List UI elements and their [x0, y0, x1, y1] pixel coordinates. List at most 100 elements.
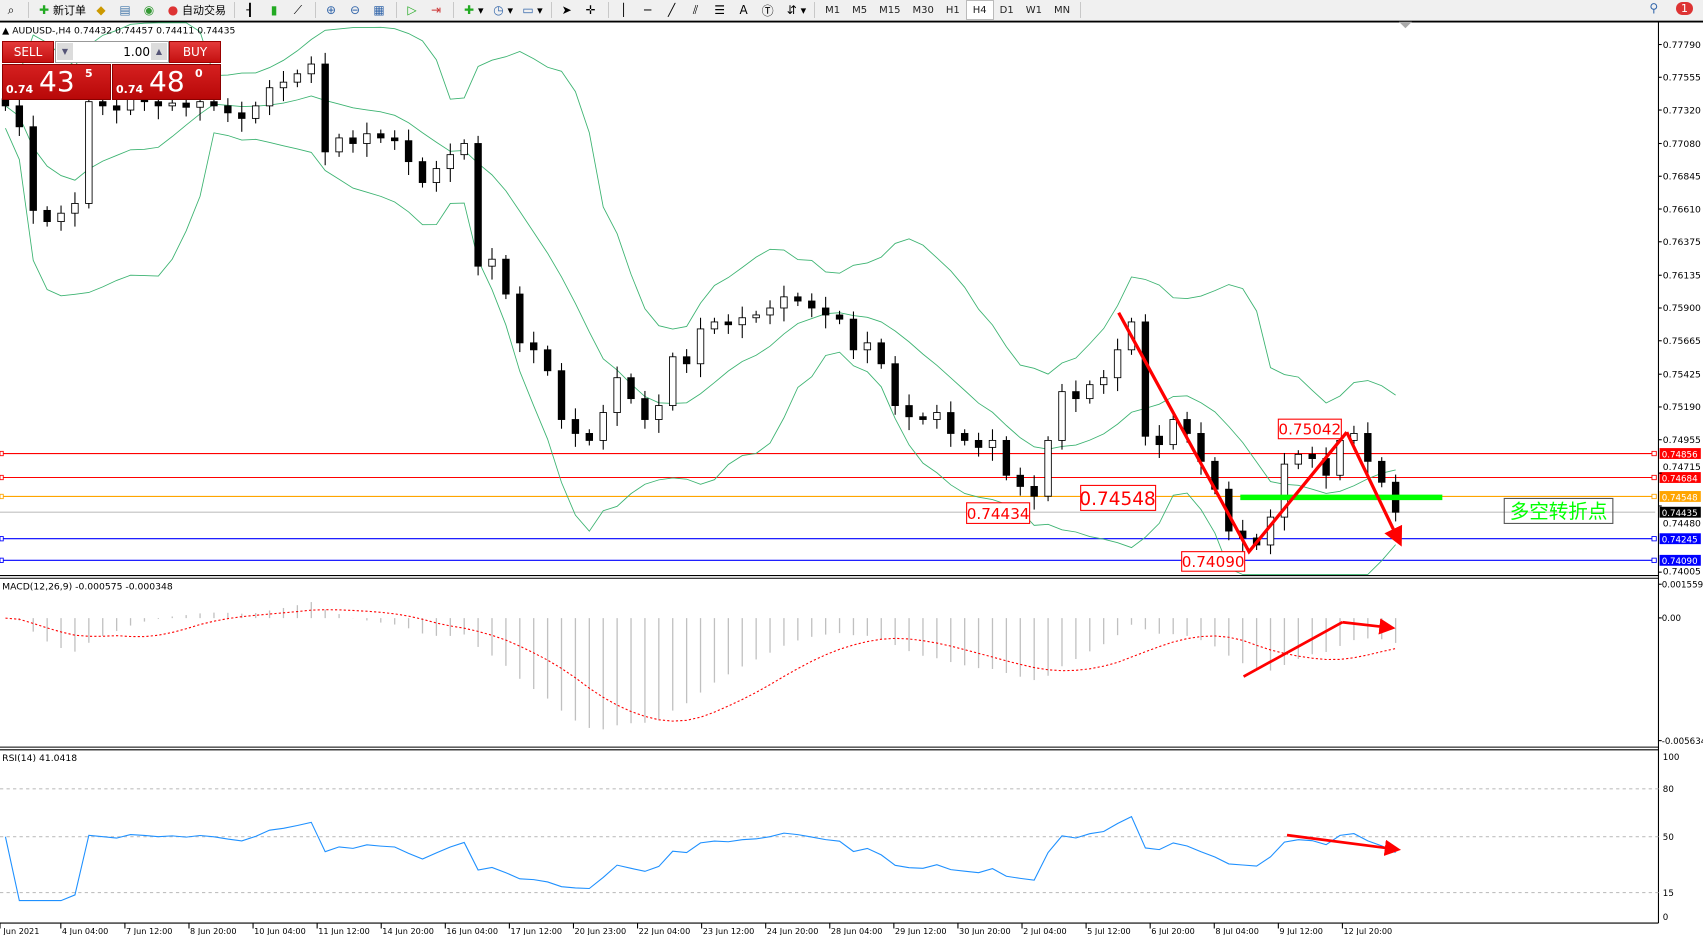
low-label-2[interactable]: 0.74090 [1182, 553, 1245, 571]
buy-button[interactable]: BUY [169, 41, 221, 63]
candlestick-button[interactable]: ▮ [270, 3, 278, 17]
one-click-trading-panel: SELL ▼ 1.00 ▲ BUY 0.74 43 5 0.74 48 0 [2, 41, 221, 100]
terminal-button[interactable]: ▤ [119, 3, 131, 17]
candle [404, 129, 413, 176]
bull-candle-body [655, 405, 663, 420]
level-price-label: 0.74548 [1662, 493, 1698, 503]
high-label[interactable]: 0.75042 [1278, 420, 1341, 438]
text-tool[interactable]: A [739, 3, 748, 17]
lot-size-input[interactable]: ▼ 1.00 ▲ [55, 41, 169, 63]
candle [279, 71, 288, 102]
level-handle [0, 450, 4, 457]
candle [1169, 415, 1177, 450]
zigzag-arrow[interactable] [1117, 311, 1349, 555]
timeframe-m15[interactable]: M15 [879, 4, 901, 16]
bear-candle-body [1155, 435, 1163, 446]
candle [85, 97, 93, 209]
rsi-divergence-arrow[interactable] [1286, 833, 1402, 856]
fibonacci-tool[interactable]: ☰ [714, 3, 725, 17]
level-price-tag [1659, 506, 1701, 518]
sell-price-pip: 5 [85, 67, 93, 80]
low-label-1-box [966, 502, 1031, 524]
rsi-line [4, 815, 1396, 902]
level-price-tag [1659, 472, 1701, 483]
metaeditor-button[interactable]: ◆ [96, 3, 106, 17]
turning-point-text[interactable]: 多空转折点 [1510, 500, 1608, 523]
rsi-axis-label: 50 [1663, 833, 1674, 843]
equidistant-channel-tool[interactable]: ⫽ [692, 2, 699, 17]
timeframe-mn[interactable]: MN [1053, 4, 1071, 16]
bollinger-middle-band [5, 95, 1396, 494]
bull-candle-body [1058, 391, 1066, 441]
macd-up-arrow[interactable] [1242, 621, 1344, 678]
zoom-out-button[interactable]: ⊖ [349, 3, 361, 17]
bear-candle-body [349, 137, 357, 144]
candle [905, 394, 913, 431]
down-arrow[interactable] [1345, 431, 1403, 547]
indicators-button[interactable]: ✚ ▾ [463, 3, 484, 17]
bear-candle-body [390, 137, 399, 142]
chart-shift-button[interactable]: ⇥ [430, 3, 442, 17]
auto-scroll-button[interactable]: ▷ [407, 3, 417, 17]
line-chart-button[interactable]: ⟋ [293, 2, 303, 17]
lot-value[interactable]: 1.00 [123, 45, 150, 59]
new-order-button[interactable]: ✚ 新订单 [33, 1, 90, 19]
candle [1016, 467, 1024, 496]
candle [571, 408, 580, 447]
sell-price[interactable]: 0.74 43 5 [2, 64, 111, 100]
low-label-1[interactable]: 0.74434 [967, 505, 1030, 523]
candles [1, 52, 1400, 555]
bull-candle-body [766, 307, 774, 316]
timeframe-h1[interactable]: H1 [945, 4, 960, 16]
periods-button[interactable]: ◷ ▾ [493, 3, 514, 17]
cursor-tool[interactable]: ➤ [561, 3, 572, 17]
pivot-label-box [1080, 484, 1157, 511]
candle [1378, 457, 1386, 488]
candle [349, 130, 357, 153]
timeframe-m5[interactable]: M5 [852, 4, 868, 16]
bear-candle-body [891, 363, 899, 407]
bear-candle-body [238, 112, 246, 119]
bear-candle-body [15, 105, 24, 128]
candle [960, 429, 969, 446]
candle [543, 345, 552, 376]
signals-button[interactable]: ◉ [143, 3, 155, 17]
vertical-line-tool[interactable]: │ [619, 3, 628, 17]
lot-decrease-button[interactable]: ▼ [57, 43, 73, 60]
tile-windows-button[interactable]: ▦ [373, 3, 385, 17]
arrows-tool[interactable]: ⇵ ▾ [786, 3, 807, 17]
trendline-tool[interactable]: ╱ [667, 3, 676, 17]
candle [251, 101, 260, 124]
text-label-tool[interactable]: Ⓣ [761, 3, 774, 18]
lot-increase-button[interactable]: ▲ [151, 43, 167, 60]
candle [1294, 450, 1303, 470]
pivot-label[interactable]: 0.74548 [1079, 489, 1155, 510]
timeframe-d1[interactable]: D1 [999, 4, 1014, 16]
zoom-in-button[interactable]: ⊕ [325, 3, 337, 17]
search-icon[interactable]: ⚲ [1649, 1, 1659, 15]
candle [988, 429, 997, 461]
bar-chart-button[interactable]: ┨ [246, 3, 254, 17]
macd-flat-arrow[interactable] [1342, 618, 1396, 635]
timeframe-w1[interactable]: W1 [1025, 4, 1042, 16]
chart-shift-marker[interactable] [1398, 21, 1412, 29]
horizontal-line-tool[interactable]: ─ [643, 3, 652, 17]
crosshair-tool[interactable]: ✛ [585, 3, 596, 17]
time-tick-label: 30 Jun 20:00 [959, 926, 1011, 935]
templates-button[interactable]: ▭ ▾ [522, 3, 543, 17]
sell-button[interactable]: SELL [2, 41, 54, 63]
zoom-icon[interactable]: ⌕ [7, 2, 15, 17]
timeframe-m30[interactable]: M30 [912, 4, 934, 16]
candle [335, 133, 343, 157]
bull-candle-body [1169, 419, 1177, 446]
notification-icon[interactable]: 1 [1676, 2, 1693, 15]
buy-price[interactable]: 0.74 48 0 [112, 64, 221, 100]
auto-trading-button[interactable]: ● 自动交易 [162, 1, 230, 19]
time-tick-label: 4 Jun 04:00 [62, 926, 108, 935]
candle [641, 390, 649, 429]
timeframe-h4[interactable]: H4 [965, 0, 994, 20]
timeframe-m1[interactable]: M1 [825, 4, 841, 16]
candle [488, 248, 496, 280]
time-tick-label: 14 Jun 20:00 [382, 926, 434, 935]
